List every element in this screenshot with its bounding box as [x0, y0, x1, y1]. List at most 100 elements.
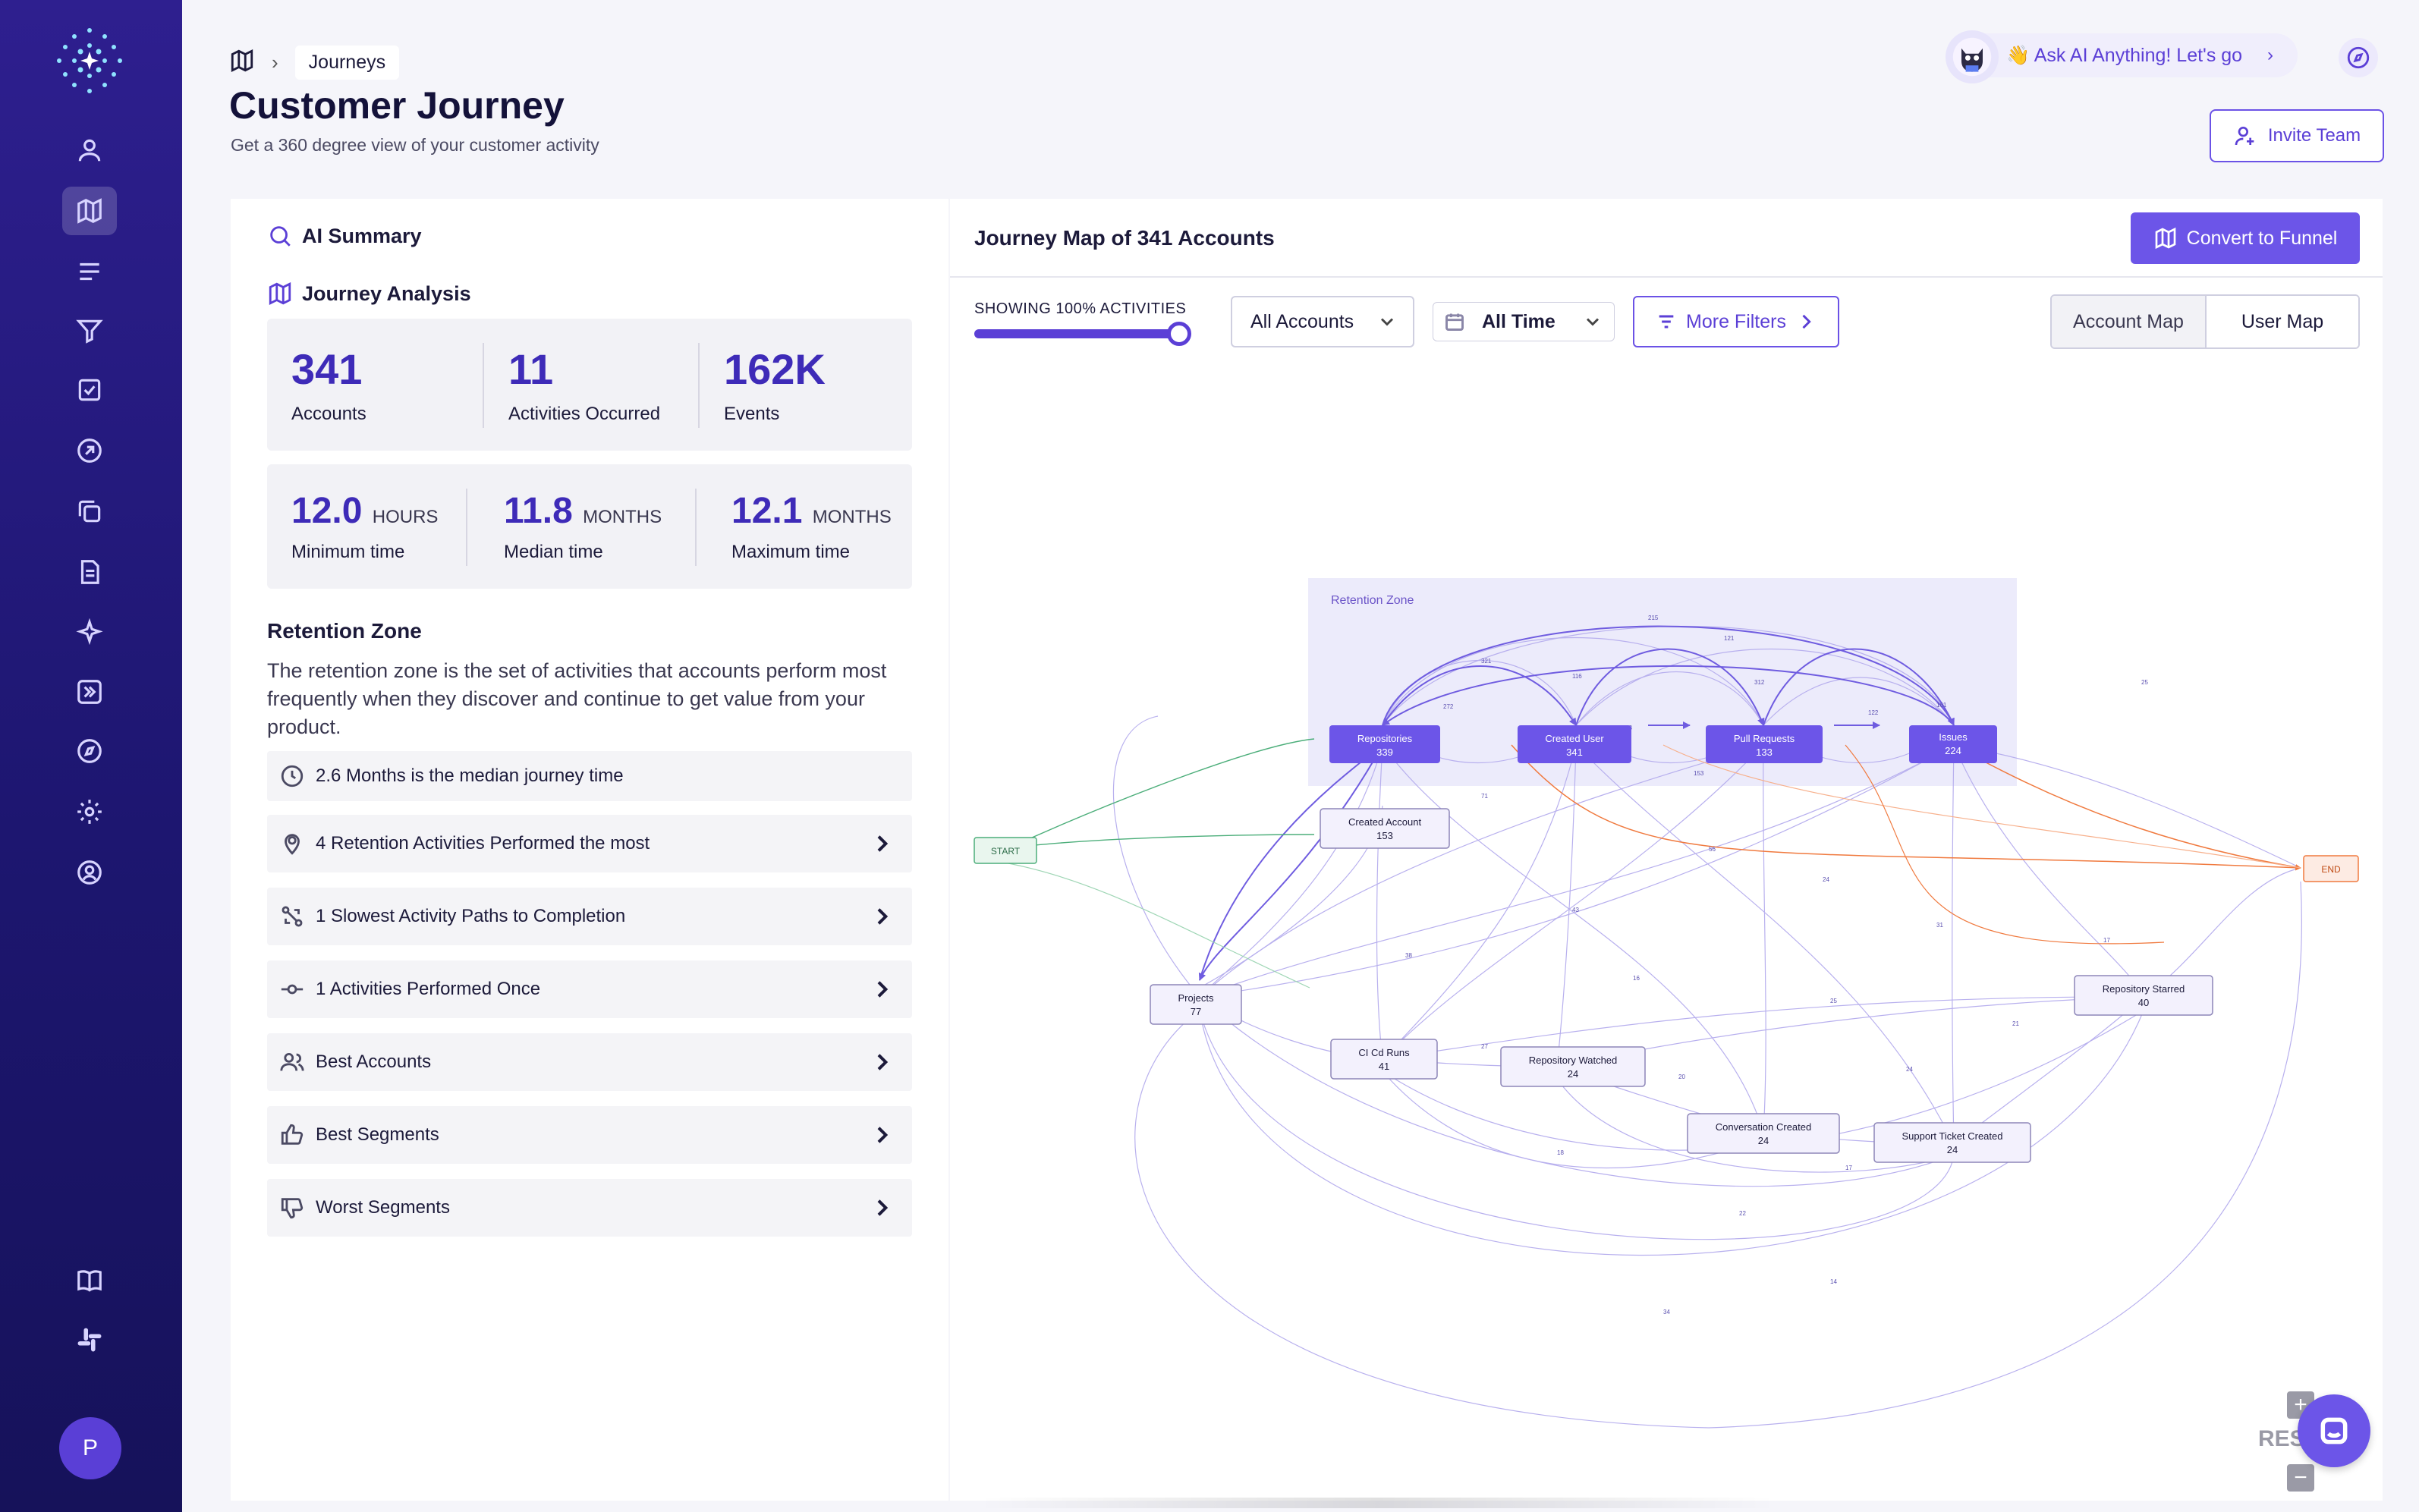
activities-once-item[interactable]: 1 Activities Performed Once — [267, 960, 912, 1018]
time-filter-dropdown[interactable]: All Time — [1433, 302, 1615, 341]
node-box — [2303, 855, 2359, 882]
slack-icon — [77, 1328, 102, 1352]
nav-account[interactable] — [62, 848, 117, 897]
forward-icon — [77, 680, 102, 704]
node-support-ticket-created[interactable]: Support Ticket Created 24 — [1873, 1122, 2031, 1163]
node-count: 153 — [1376, 830, 1393, 841]
accounts-filter-dropdown[interactable]: All Accounts — [1231, 296, 1414, 347]
stats-top: 341 Accounts 11 Activities Occurred 162K… — [267, 319, 912, 451]
journey-map-graph[interactable]: Retention Zone — [950, 199, 2383, 1501]
nav-slack[interactable] — [62, 1316, 117, 1364]
ai-bot-icon — [1946, 30, 1999, 83]
edge-label: 71 — [1481, 793, 1488, 800]
user-map-tab[interactable]: User Map — [2205, 296, 2358, 347]
nav-explore[interactable] — [62, 727, 117, 775]
edge-label: 38 — [1405, 952, 1412, 959]
node-conversation-created[interactable]: Conversation Created 24 — [1687, 1113, 1840, 1154]
explore-compass-button[interactable] — [2339, 38, 2378, 77]
stat-label: Minimum time — [291, 542, 405, 562]
horizontal-scrollbar[interactable] — [979, 1498, 1776, 1508]
node-created-account[interactable]: Created Account 153 — [1320, 808, 1450, 849]
breadcrumb-journeys[interactable]: Journeys — [294, 46, 400, 80]
nav-funnels[interactable] — [62, 306, 117, 355]
edge-label: 56 — [1709, 846, 1716, 853]
node-repository-watched[interactable]: Repository Watched 24 — [1500, 1046, 1646, 1087]
node-pull-requests[interactable]: Pull Requests 133 — [1706, 725, 1823, 763]
node-repositories[interactable]: Repositories 339 — [1329, 725, 1440, 763]
node-count: 224 — [1945, 745, 1961, 756]
account-map-tab[interactable]: Account Map — [2052, 296, 2205, 347]
clock-icon — [279, 763, 305, 789]
convert-to-funnel-button[interactable]: Convert to Funnel — [2131, 212, 2360, 264]
commit-icon — [279, 976, 305, 1002]
chevron-down-icon — [1586, 318, 1600, 326]
checklist-icon — [78, 379, 101, 401]
ask-ai-label: 👋 Ask AI Anything! Let's go — [2006, 44, 2243, 66]
nav-journeys[interactable] — [62, 187, 117, 235]
node-box — [1687, 1113, 1840, 1154]
avatar[interactable]: P — [59, 1417, 121, 1479]
end-node[interactable]: END — [2303, 855, 2359, 882]
nav-profile[interactable] — [62, 126, 117, 174]
chevron-right-icon — [1802, 314, 1811, 329]
start-edge — [1008, 834, 1315, 849]
nav-lists[interactable] — [62, 247, 117, 296]
user-icon — [78, 139, 101, 162]
retention-activities-item[interactable]: 4 Retention Activities Performed the mos… — [267, 815, 912, 872]
best-segments-item[interactable]: Best Segments — [267, 1106, 912, 1164]
filter-lines-icon — [1659, 315, 1674, 328]
nav-settings[interactable] — [62, 787, 117, 836]
edge-label: 121 — [1724, 635, 1735, 642]
end-edge — [1845, 744, 2165, 945]
node-name: Repository Starred — [2103, 983, 2185, 995]
more-filters-button[interactable]: More Filters — [1633, 296, 1839, 347]
nav-docs[interactable] — [62, 1256, 117, 1305]
invite-team-button[interactable]: Invite Team — [2210, 109, 2384, 162]
edge-label: 18 — [1557, 1149, 1564, 1156]
chat-icon — [2320, 1417, 2348, 1444]
chevron-right-icon: › — [272, 51, 278, 74]
median-journey-time-item: 2.6 Months is the median journey time — [267, 751, 912, 801]
chevron-right-icon: › — [2267, 45, 2273, 65]
node-repository-starred[interactable]: Repository Starred 40 — [2074, 975, 2213, 1016]
node-box — [974, 837, 1037, 864]
node-count: 41 — [1379, 1061, 1389, 1072]
node-issues[interactable]: Issues 224 — [1909, 725, 1997, 763]
node-box — [1150, 984, 1242, 1025]
node-name: Repository Watched — [1529, 1055, 1618, 1066]
journey-map-title: Journey Map of 341 Accounts — [974, 226, 1275, 250]
nav-insights[interactable] — [62, 608, 117, 657]
edge-label: 14 — [1830, 1278, 1837, 1285]
nav-documents[interactable] — [62, 548, 117, 596]
node-created-user[interactable]: Created User 341 — [1518, 725, 1631, 763]
slowest-paths-item[interactable]: 1 Slowest Activity Paths to Completion — [267, 888, 912, 945]
ask-ai-button[interactable]: 👋 Ask AI Anything! Let's go › — [1946, 30, 2298, 83]
book-icon — [77, 1270, 102, 1292]
stat-label: Maximum time — [731, 542, 851, 562]
node-ci-cd-runs[interactable]: CI Cd Runs 41 — [1330, 1039, 1438, 1080]
slider-thumb[interactable] — [1167, 322, 1191, 346]
worst-segments-item[interactable]: Worst Segments — [267, 1179, 912, 1237]
item-label: Worst Segments — [316, 1197, 450, 1218]
arrow-circle-icon — [77, 439, 102, 463]
compass-icon — [77, 739, 102, 763]
node-count: 339 — [1376, 747, 1393, 758]
zoom-out-button[interactable]: − — [2287, 1464, 2314, 1492]
edge-label: 153 — [1694, 770, 1704, 777]
chat-launcher-button[interactable] — [2298, 1394, 2370, 1467]
activities-slider[interactable] — [974, 329, 1181, 338]
nav-automations[interactable] — [62, 668, 117, 716]
start-edge — [1008, 738, 1315, 849]
document-icon — [80, 560, 99, 584]
item-label: 1 Slowest Activity Paths to Completion — [316, 906, 626, 926]
nav-reports[interactable] — [62, 426, 117, 475]
node-name: CI Cd Runs — [1358, 1047, 1410, 1058]
nav-tasks[interactable] — [62, 366, 117, 414]
zoom-reset-button[interactable]: RES — [2258, 1426, 2305, 1451]
edge-layer-strong — [1198, 625, 1955, 981]
node-projects[interactable]: Projects 77 — [1150, 984, 1242, 1025]
start-node[interactable]: START — [974, 837, 1037, 864]
best-accounts-item[interactable]: Best Accounts — [267, 1033, 912, 1091]
edge-label: 215 — [1648, 615, 1659, 621]
nav-copies[interactable] — [62, 487, 117, 536]
